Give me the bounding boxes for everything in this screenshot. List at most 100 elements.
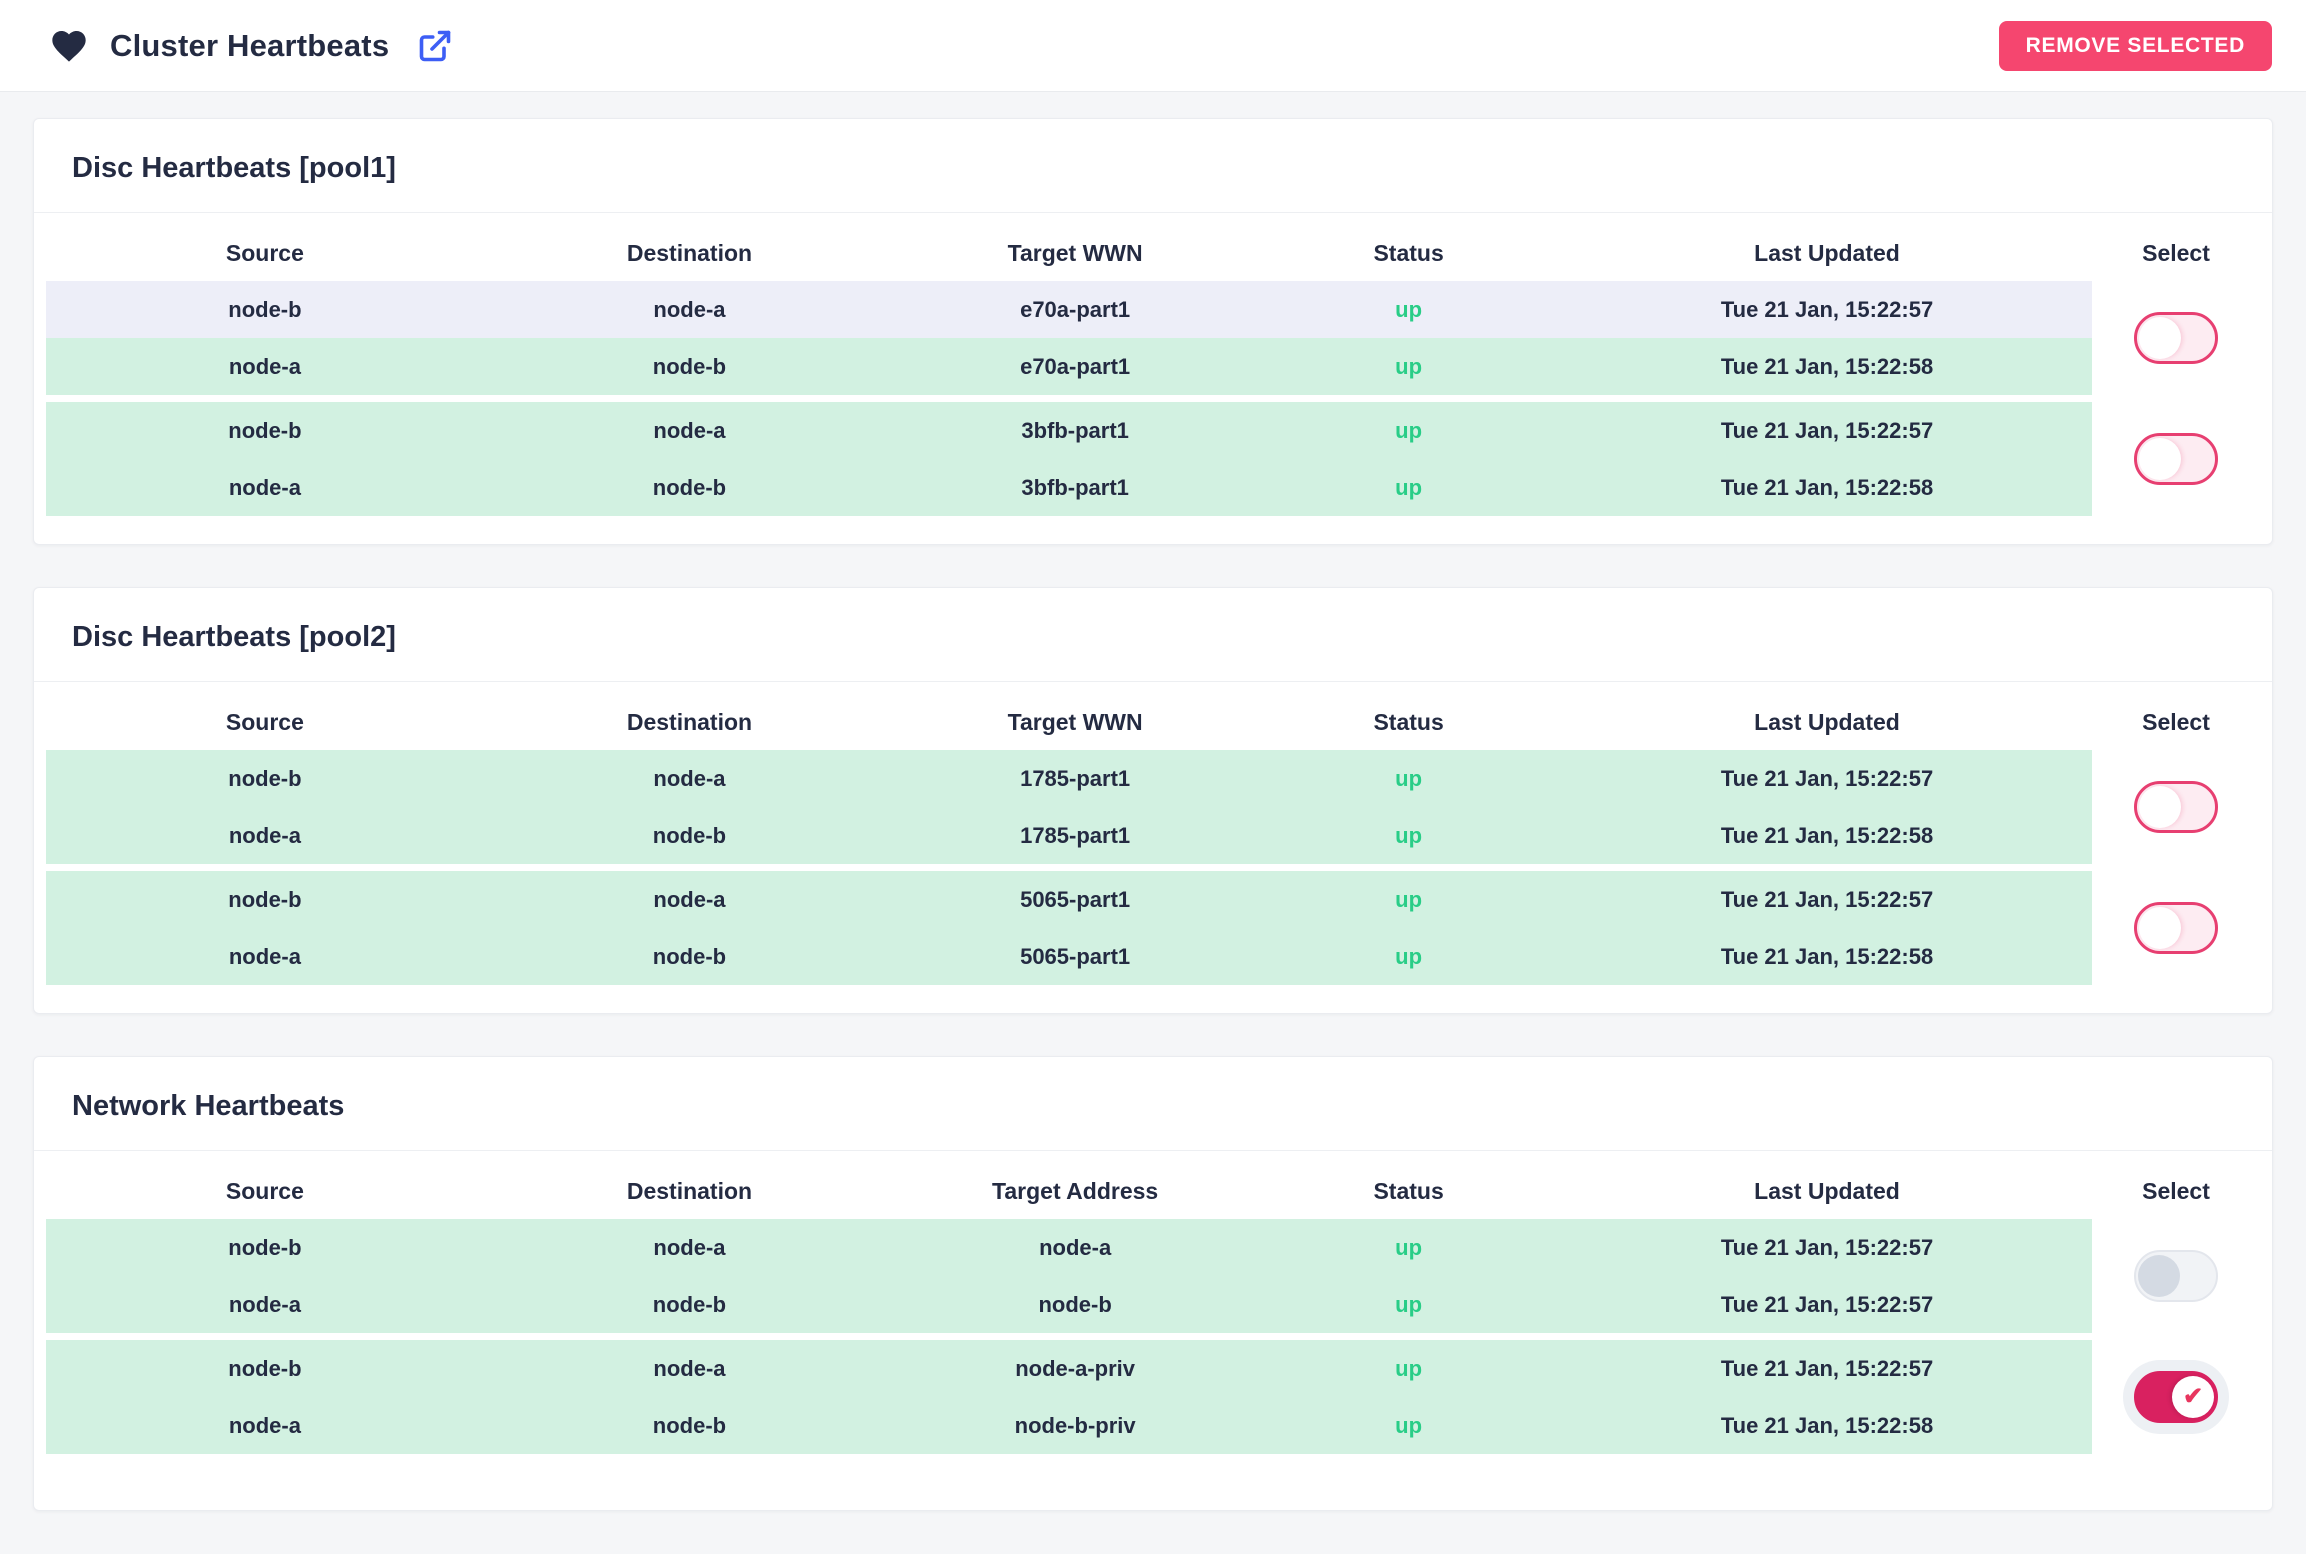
cell-destination: node-a — [653, 296, 726, 322]
col-header-select: Select — [2142, 239, 2210, 266]
col-header-source: Source — [225, 1177, 304, 1204]
cell-status: up — [1395, 474, 1423, 500]
heartbeat-pair: node-b node-a 5065-part1 up Tue 21 Jan, … — [46, 871, 2260, 985]
table-row: node-a node-b node-b up Tue 21 Jan, 15:2… — [46, 1276, 2092, 1333]
cell-status: up — [1395, 417, 1423, 443]
heartbeat-table: Source Destination Target WWN Status Las… — [34, 213, 2272, 544]
toggle-knob — [2139, 786, 2181, 828]
cell-destination: node-b — [652, 353, 727, 379]
cell-last-updated: Tue 21 Jan, 15:22:58 — [1720, 474, 1934, 500]
cell-source: node-b — [228, 765, 302, 791]
cell-last-updated: Tue 21 Jan, 15:22:57 — [1720, 296, 1934, 322]
cell-last-updated: Tue 21 Jan, 15:22:57 — [1720, 1291, 1934, 1317]
heartbeat-pair: node-b node-a e70a-part1 up Tue 21 Jan, … — [46, 281, 2260, 395]
cell-target-wwn: 1785-part1 — [1020, 822, 1131, 848]
col-header-source: Source — [225, 708, 304, 735]
select-cell — [2092, 281, 2260, 395]
heart-icon — [48, 26, 90, 66]
cell-destination: node-b — [652, 822, 727, 848]
card-title: Disc Heartbeats [pool2] — [72, 621, 396, 653]
card-title: Disc Heartbeats [pool1] — [72, 152, 396, 184]
remove-selected-button[interactable]: REMOVE SELECTED — [1998, 20, 2272, 71]
page-title-group: Cluster Heartbeats — [48, 26, 453, 66]
heartbeat-pair: node-b node-a node-a up Tue 21 Jan, 15:2… — [46, 1219, 2260, 1333]
cell-destination: node-b — [652, 474, 727, 500]
cell-destination: node-a — [653, 765, 726, 791]
cell-target-address: node-b-priv — [1014, 1412, 1136, 1438]
col-header-last-updated: Last Updated — [1754, 708, 1900, 735]
cell-source: node-a — [228, 822, 301, 848]
table-row: node-b node-a 3bfb-part1 up Tue 21 Jan, … — [46, 402, 2092, 459]
select-toggle[interactable] — [2134, 781, 2218, 833]
toggle-knob — [2139, 438, 2181, 480]
table-row: node-b node-a 1785-part1 up Tue 21 Jan, … — [46, 750, 2092, 807]
col-header-source: Source — [225, 239, 304, 266]
cell-target-wwn: 3bfb-part1 — [1021, 417, 1129, 443]
toggle-knob — [2139, 317, 2181, 359]
cell-status: up — [1395, 353, 1423, 379]
external-link-icon[interactable] — [409, 28, 453, 64]
cell-destination: node-b — [652, 943, 727, 969]
col-header-target-wwn: Target WWN — [1007, 239, 1143, 266]
table-row: node-b node-a node-a-priv up Tue 21 Jan,… — [46, 1340, 2092, 1397]
cell-status: up — [1395, 886, 1423, 912]
cell-source: node-a — [228, 353, 301, 379]
table-row: node-b node-a e70a-part1 up Tue 21 Jan, … — [46, 281, 2092, 338]
cell-target-wwn: 1785-part1 — [1020, 765, 1131, 791]
cell-last-updated: Tue 21 Jan, 15:22:57 — [1720, 886, 1934, 912]
cell-status: up — [1395, 1234, 1423, 1260]
cell-target-wwn: e70a-part1 — [1020, 353, 1131, 379]
select-toggle[interactable] — [2134, 433, 2218, 485]
cell-last-updated: Tue 21 Jan, 15:22:57 — [1720, 417, 1934, 443]
col-header-destination: Destination — [626, 239, 753, 266]
cell-source: node-a — [228, 943, 301, 969]
cell-destination: node-a — [653, 1234, 726, 1260]
table-row: node-a node-b e70a-part1 up Tue 21 Jan, … — [46, 338, 2092, 395]
cell-target-address: node-a — [1039, 1234, 1112, 1260]
select-toggle[interactable] — [2134, 902, 2218, 954]
card-header: Disc Heartbeats [pool1] — [34, 119, 2272, 213]
cell-source: node-b — [228, 296, 302, 322]
cell-source: node-b — [228, 1234, 302, 1260]
select-cell — [2092, 871, 2260, 985]
heartbeat-table: Source Destination Target WWN Status Las… — [34, 682, 2272, 1013]
cell-destination: node-b — [652, 1291, 727, 1317]
select-cell — [2092, 1340, 2260, 1454]
select-toggle[interactable] — [2134, 1250, 2218, 1302]
card-header: Network Heartbeats — [34, 1057, 2272, 1151]
table-header-row: Source Destination Target WWN Status Las… — [46, 694, 2260, 750]
pair-rows: node-b node-a node-a-priv up Tue 21 Jan,… — [46, 1340, 2092, 1454]
pair-rows: node-b node-a e70a-part1 up Tue 21 Jan, … — [46, 281, 2092, 395]
select-toggle[interactable] — [2134, 1371, 2218, 1423]
toggle-knob — [2172, 1376, 2214, 1418]
check-icon — [2183, 1385, 2203, 1409]
col-header-target-address: Target Address — [992, 1177, 1159, 1204]
page-header: Cluster Heartbeats REMOVE SELECTED — [0, 0, 2306, 92]
cell-status: up — [1395, 765, 1423, 791]
cell-last-updated: Tue 21 Jan, 15:22:58 — [1720, 943, 1934, 969]
cell-source: node-b — [228, 417, 302, 443]
content: Disc Heartbeats [pool1] Source Destinati… — [0, 92, 2306, 1523]
col-header-status: Status — [1373, 239, 1444, 266]
heartbeat-table: Source Destination Target Address Status… — [34, 1151, 2272, 1510]
cell-last-updated: Tue 21 Jan, 15:22:57 — [1720, 765, 1934, 791]
pair-rows: node-b node-a 1785-part1 up Tue 21 Jan, … — [46, 750, 2092, 864]
table-row: node-b node-a node-a up Tue 21 Jan, 15:2… — [46, 1219, 2092, 1276]
table-row: node-a node-b node-b-priv up Tue 21 Jan,… — [46, 1397, 2092, 1454]
table-row: node-a node-b 3bfb-part1 up Tue 21 Jan, … — [46, 459, 2092, 516]
pair-rows: node-b node-a 3bfb-part1 up Tue 21 Jan, … — [46, 402, 2092, 516]
page-title: Cluster Heartbeats — [110, 27, 390, 63]
cell-destination: node-b — [652, 1412, 727, 1438]
cell-destination: node-a — [653, 886, 726, 912]
table-row: node-a node-b 1785-part1 up Tue 21 Jan, … — [46, 807, 2092, 864]
cell-last-updated: Tue 21 Jan, 15:22:58 — [1720, 353, 1934, 379]
col-header-destination: Destination — [626, 708, 753, 735]
cell-target-address: node-a-priv — [1015, 1355, 1136, 1381]
cell-last-updated: Tue 21 Jan, 15:22:58 — [1720, 822, 1934, 848]
cell-last-updated: Tue 21 Jan, 15:22:57 — [1720, 1234, 1934, 1260]
select-toggle[interactable] — [2134, 312, 2218, 364]
cell-status: up — [1395, 296, 1423, 322]
col-header-status: Status — [1373, 1177, 1444, 1204]
pair-rows: node-b node-a 5065-part1 up Tue 21 Jan, … — [46, 871, 2092, 985]
cell-target-wwn: 5065-part1 — [1020, 886, 1131, 912]
